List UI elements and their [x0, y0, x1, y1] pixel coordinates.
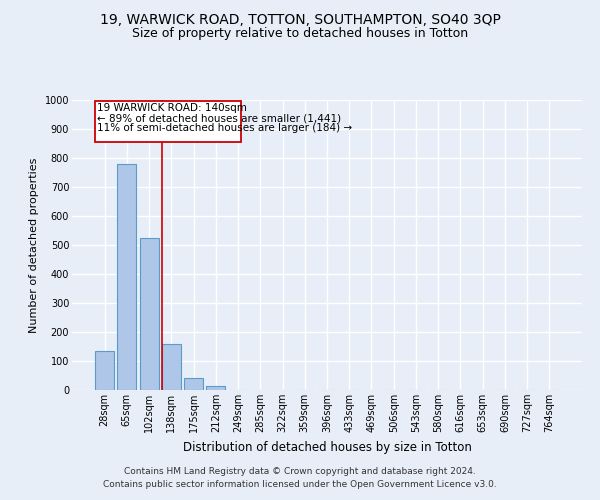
- Bar: [140, 238, 158, 390]
- Text: Contains HM Land Registry data © Crown copyright and database right 2024.
Contai: Contains HM Land Registry data © Crown c…: [103, 467, 497, 489]
- Text: Size of property relative to detached houses in Totton: Size of property relative to detached ho…: [132, 28, 468, 40]
- Bar: [118, 164, 136, 390]
- Text: 19 WARWICK ROAD: 140sqm: 19 WARWICK ROAD: 140sqm: [97, 103, 247, 113]
- X-axis label: Distribution of detached houses by size in Totton: Distribution of detached houses by size …: [182, 440, 472, 454]
- Bar: [162, 344, 181, 390]
- Bar: [184, 378, 203, 390]
- FancyBboxPatch shape: [95, 102, 241, 142]
- Text: 11% of semi-detached houses are larger (184) →: 11% of semi-detached houses are larger (…: [97, 123, 352, 133]
- Text: ← 89% of detached houses are smaller (1,441): ← 89% of detached houses are smaller (1,…: [97, 113, 341, 123]
- Bar: [206, 386, 225, 390]
- Text: 19, WARWICK ROAD, TOTTON, SOUTHAMPTON, SO40 3QP: 19, WARWICK ROAD, TOTTON, SOUTHAMPTON, S…: [100, 12, 500, 26]
- Y-axis label: Number of detached properties: Number of detached properties: [29, 158, 39, 332]
- Bar: [95, 351, 114, 390]
